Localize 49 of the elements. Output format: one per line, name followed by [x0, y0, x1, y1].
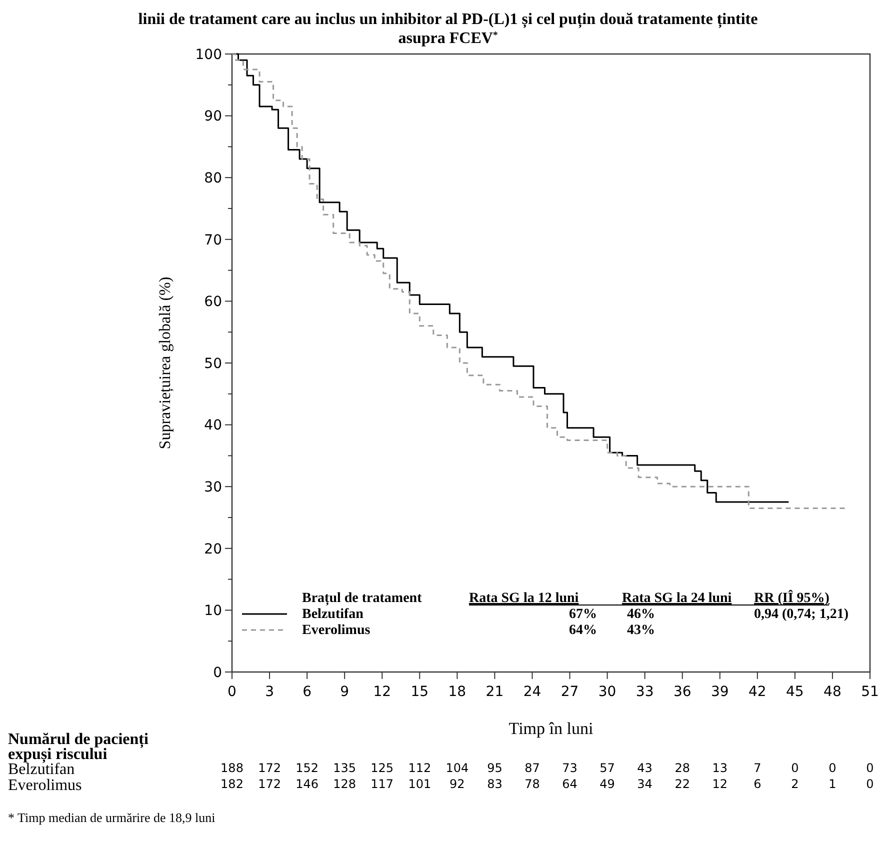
x-tick-label: 48 [824, 684, 842, 700]
legend-title: Brațul de tratament [302, 591, 422, 606]
x-axis-title: Timp în luni [508, 719, 594, 738]
y-tick-label: 70 [204, 232, 222, 248]
legend-label: Belzutifan [302, 607, 364, 622]
x-tick-label: 21 [486, 684, 504, 700]
y-tick-label: 80 [204, 170, 222, 186]
x-tick-label: 12 [373, 684, 392, 700]
annotation: 67% [569, 607, 597, 622]
annotation: Rata SG la 12 luni [469, 591, 579, 606]
annotation: 0,94 (0,74; 1,21) [754, 607, 849, 622]
y-axis-title: Supraviețuirea globală (%) [157, 276, 174, 450]
x-tick-label: 39 [710, 684, 729, 700]
x-tick-label: 45 [786, 684, 804, 700]
x-tick-label: 42 [748, 684, 766, 700]
annotation: Rata SG la 24 luni [622, 591, 732, 606]
text: Numărul de pacienți expuși riscului [8, 731, 149, 764]
y-tick-label: 100 [195, 46, 222, 63]
y-tick-label: 40 [204, 418, 222, 434]
y-tick-label: 50 [204, 356, 222, 372]
x-tick-label: 33 [636, 684, 654, 700]
annotation: RR (IÎ 95%) [754, 589, 830, 606]
x-tick-label: 9 [340, 684, 350, 700]
legend-label: Everolimus [302, 623, 371, 638]
y-tick-label: 60 [204, 294, 222, 310]
y-tick-label: 20 [204, 541, 222, 558]
text: Belzutifan [8, 761, 75, 778]
x-tick-label: 36 [673, 684, 692, 700]
annotation: 64% [569, 623, 597, 638]
text: 188 172 152 135 125 112 104 95 87 73 57 43 28 13 7 0 0 0 [220, 761, 874, 775]
text: Everolimus [8, 777, 82, 794]
x-tick-label: 27 [560, 684, 579, 700]
x-tick-label: 30 [598, 684, 616, 700]
annotation: 43% [627, 623, 655, 638]
text: * Timp median de urmărire de 18,9 luni [8, 810, 216, 825]
y-tick-label: 0 [213, 664, 222, 681]
y-tick-label: 30 [204, 480, 222, 496]
x-tick-label: 18 [448, 684, 466, 700]
x-tick-label: 3 [265, 684, 274, 700]
x-tick-label: 6 [302, 684, 312, 700]
x-tick-label: 24 [523, 684, 542, 700]
annotation: 46% [627, 607, 655, 622]
x-tick-label: 15 [410, 684, 429, 700]
y-tick-label: 10 [204, 603, 222, 620]
chart-title: linii de tratament care au inclus un inhibitor al PD-(L)1 și cel puțin două tratamente țintite asupra FCEV$^{*}$ [138, 11, 758, 47]
x-tick-label: 0 [228, 684, 236, 700]
y-tick-label: 90 [204, 108, 222, 125]
x-tick-label: 51 [861, 684, 879, 700]
text: 182 172 146 128 117 101 92 83 78 64 49 34 22 12 6 2 1 0 [220, 777, 874, 791]
